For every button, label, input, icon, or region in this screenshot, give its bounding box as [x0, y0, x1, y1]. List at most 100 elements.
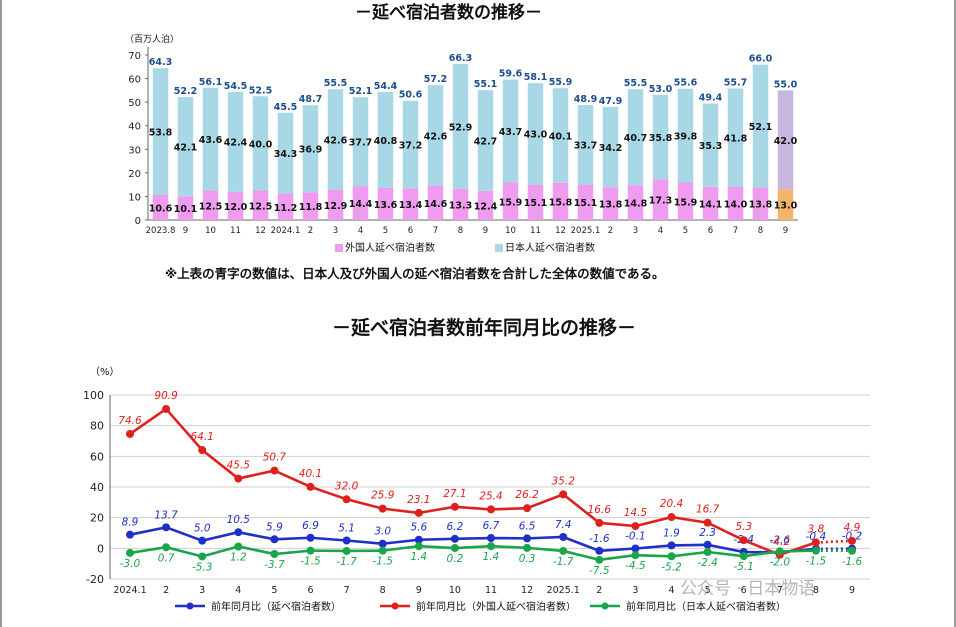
y-tick-label: 30: [128, 145, 141, 156]
x-tick-label: 8: [458, 226, 463, 236]
x-tick-label: 4: [235, 585, 241, 596]
bar-label-japanese: 43.0: [524, 130, 548, 141]
series-point: [342, 536, 351, 545]
series-line-prelim: [815, 539, 853, 544]
data-label: 1.2: [230, 551, 247, 563]
data-label: 5.9: [266, 521, 283, 533]
x-tick-label: 7: [733, 226, 738, 236]
series-point: [198, 536, 207, 545]
data-label: -1.6: [842, 556, 863, 568]
bar-foreign: [177, 196, 194, 220]
x-tick-label: 11: [485, 585, 497, 596]
y-unit-label: （%）: [90, 366, 120, 378]
legend-marker: [391, 602, 399, 610]
legend-marker: [186, 602, 194, 610]
x-tick-label: 6: [307, 585, 313, 596]
y-tick-label: -20: [86, 573, 104, 586]
bar-label-foreign: 14.8: [624, 199, 648, 210]
x-tick-label: 4: [658, 226, 663, 236]
bar-foreign: [452, 188, 469, 220]
legend-swatch-foreign: [335, 244, 343, 252]
series-line: [129, 544, 816, 562]
y-tick-label: 80: [90, 420, 104, 433]
bar-foreign: [427, 185, 444, 220]
data-label: -1.5: [806, 556, 827, 568]
x-tick-label: 7: [777, 585, 783, 596]
bar-japanese: [227, 91, 244, 192]
bar-label-foreign: 11.2: [274, 203, 297, 214]
data-label: -0.4: [806, 531, 827, 543]
bar-japanese: [627, 89, 644, 186]
data-label: -1.7: [336, 556, 357, 568]
bar-label-foreign: 15.9: [499, 197, 522, 208]
legend-swatch-japanese: [495, 244, 503, 252]
data-label: 32.0: [335, 480, 359, 492]
data-label: 45.5: [227, 460, 251, 472]
bar-label-japanese: 35.3: [699, 141, 722, 152]
bar-foreign: [652, 179, 669, 220]
x-tick-label: 6: [741, 585, 747, 596]
bar-label-foreign: 12.9: [324, 201, 347, 212]
data-label: 25.9: [371, 490, 395, 502]
legend-label: 前年同月比（延べ宿泊者数）: [211, 600, 341, 613]
data-label: 20.4: [660, 498, 683, 510]
series-point: [739, 536, 748, 545]
data-label: 40.1: [299, 468, 322, 480]
series-point: [667, 541, 676, 550]
series-point: [162, 543, 171, 552]
x-tick-label: 2: [308, 226, 313, 236]
bar-label-foreign: 13.0: [774, 201, 798, 212]
y-tick-label: 60: [90, 450, 104, 463]
bar-label-total: 54.4: [374, 81, 398, 92]
bar-foreign: [202, 190, 219, 220]
series-point: [414, 508, 423, 517]
data-label: 2.3: [699, 527, 716, 539]
x-tick-label: 7: [344, 585, 350, 596]
bar-japanese: [677, 88, 694, 183]
x-tick-label: 2: [163, 585, 169, 596]
bar-label-japanese: 42.1: [174, 143, 197, 154]
bar-foreign: [352, 186, 369, 220]
series-point: [775, 547, 784, 556]
series-point: [306, 482, 315, 491]
frame-border-right: [954, 0, 956, 627]
bar-japanese: [577, 104, 594, 185]
series-point: [559, 546, 568, 555]
series-point: [523, 534, 532, 543]
data-label: -5.3: [192, 561, 213, 573]
data-label: 0.3: [519, 553, 536, 565]
bar-label-total: 56.1: [199, 77, 222, 88]
bar-japanese: [327, 89, 344, 190]
x-tick-label: 5: [383, 226, 388, 236]
series-point: [414, 535, 423, 544]
data-label: 5.0: [194, 523, 211, 535]
data-label: -1.5: [372, 556, 393, 568]
bar-japanese: [652, 94, 669, 180]
series-point: [631, 551, 640, 560]
bar-japanese: [352, 97, 369, 187]
data-label: 1.4: [483, 551, 500, 563]
bar-japanese: [277, 112, 294, 194]
data-label: -4.5: [625, 560, 646, 572]
bar-label-japanese: 40.0: [249, 139, 273, 150]
bar-label-japanese: 34.2: [599, 143, 622, 154]
x-tick-label: 10: [449, 585, 461, 596]
series-point: [739, 552, 748, 561]
series-point: [703, 540, 712, 549]
bar-japanese: [602, 106, 619, 188]
series-point: [234, 542, 243, 551]
bar-label-foreign: 10.6: [149, 204, 173, 215]
x-tick-label: 2025.1: [571, 226, 601, 236]
series-point: [523, 504, 532, 513]
data-label: -5.1: [733, 561, 754, 573]
bar-label-total: 45.5: [274, 102, 297, 113]
series-point: [162, 404, 171, 413]
series-line: [129, 525, 817, 554]
y-tick-label: 0: [135, 216, 141, 227]
bar-foreign: [777, 189, 794, 220]
bar-japanese: [452, 63, 469, 189]
series-point: [162, 523, 171, 532]
series-point: [198, 552, 207, 561]
x-tick-label: 3: [199, 585, 205, 596]
bar-label-japanese: 53.8: [149, 128, 173, 139]
